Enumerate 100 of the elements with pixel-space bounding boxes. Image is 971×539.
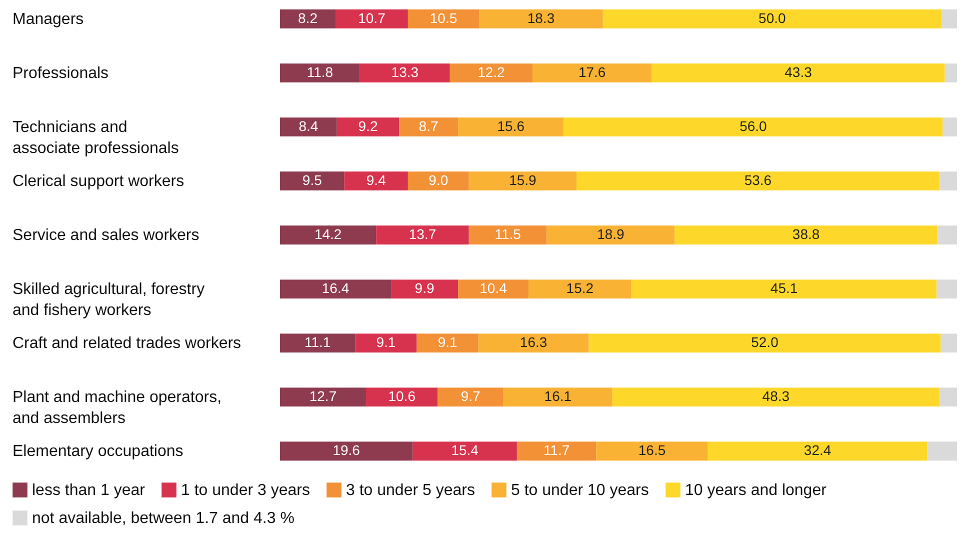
bar: [528, 280, 632, 298]
bar: [336, 117, 400, 136]
data-label: 15.9: [509, 172, 537, 188]
data-label: 9.7: [460, 388, 481, 404]
data-label: 9.5: [302, 172, 322, 188]
bar: [450, 63, 533, 82]
data-label: 11.1: [304, 334, 331, 350]
bar: [458, 280, 528, 298]
legend-label: less than 1 year: [32, 482, 146, 499]
bar: [280, 388, 366, 407]
bar: [360, 63, 450, 82]
bar: [391, 280, 458, 298]
bar: [652, 63, 945, 82]
data-label: 18.9: [597, 226, 625, 242]
data-label: 9.2: [358, 118, 378, 134]
bar: [939, 388, 957, 407]
bar: [416, 334, 478, 353]
bar: [936, 280, 957, 298]
data-label: 11.5: [494, 226, 522, 242]
bar: [516, 442, 596, 461]
legend-label: 10 years and longer: [685, 482, 828, 499]
bar: [937, 226, 957, 244]
y-tick-label: Managers: [12, 10, 84, 28]
bar: [336, 9, 408, 28]
bar: [408, 172, 469, 190]
legend-label: 1 to under 3 years: [181, 482, 310, 499]
data-label: 13.3: [391, 64, 419, 80]
data-label: 10.6: [388, 388, 416, 404]
bar: [408, 9, 480, 28]
bar: [412, 442, 517, 461]
data-label: 16.3: [520, 334, 548, 350]
data-label: 15.2: [566, 280, 594, 296]
bar: [280, 117, 337, 136]
bar: [944, 63, 957, 82]
data-label: 56.0: [740, 118, 768, 134]
bar: [602, 9, 942, 28]
bar: [532, 63, 652, 82]
bar: [438, 388, 504, 407]
bar: [503, 388, 612, 407]
y-tick-label: Technicians and associate professionals: [12, 118, 179, 157]
data-label: 14.2: [314, 226, 342, 242]
data-label: 50.0: [758, 10, 786, 26]
data-label: 12.7: [309, 388, 337, 404]
data-label: 45.1: [770, 280, 798, 296]
bar: [708, 442, 928, 461]
y-tick-label: Elementary occupations: [12, 443, 184, 460]
bar: [479, 9, 603, 28]
data-label: 9.1: [376, 334, 396, 350]
legend-label: 3 to under 5 years: [346, 482, 475, 499]
bar: [344, 172, 408, 190]
data-label: 10.4: [480, 280, 508, 296]
data-label: 15.4: [451, 442, 479, 458]
bar: [942, 117, 957, 136]
bar: [588, 334, 941, 353]
y-tick-label: Plant and machine operators, and assemblers: [12, 389, 222, 428]
bar: [478, 334, 589, 353]
bar: [674, 226, 938, 244]
data-label: 10.7: [358, 10, 386, 26]
bar: [596, 442, 708, 461]
y-tick-label: Service and sales workers: [12, 227, 200, 244]
bar: [546, 226, 675, 244]
data-label: 8.7: [418, 118, 439, 134]
bar: [468, 226, 547, 244]
bar: [612, 388, 940, 407]
bar: [576, 172, 940, 190]
bar: [927, 442, 957, 461]
data-label: 18.3: [527, 10, 555, 26]
data-label: 9.4: [366, 172, 386, 188]
data-label: 11.7: [543, 442, 570, 458]
bar: [941, 9, 957, 28]
data-label: 16.1: [544, 388, 572, 404]
data-label: 11.8: [306, 64, 334, 80]
bar: [355, 334, 417, 353]
y-tick-label: Craft and related trades workers: [12, 335, 242, 352]
data-label: 8.2: [298, 10, 318, 26]
data-label: 48.3: [762, 388, 790, 404]
bar: [458, 117, 564, 136]
data-label: 53.6: [744, 172, 772, 188]
data-label: 32.4: [804, 442, 832, 458]
bar: [280, 280, 392, 298]
bar: [940, 334, 957, 353]
bar: [280, 334, 356, 353]
bar: [564, 117, 943, 136]
bar: [939, 172, 957, 190]
data-label: 17.6: [578, 64, 606, 80]
data-label: 16.4: [322, 280, 350, 296]
bar: [376, 226, 469, 244]
data-label: 13.7: [408, 226, 436, 242]
data-label: 12.2: [478, 64, 506, 80]
data-label: 52.0: [751, 334, 779, 350]
data-label: 15.6: [497, 118, 525, 134]
y-tick-label: Skilled agricultural, forestry and fishery workers: [12, 281, 205, 320]
bar: [280, 442, 413, 461]
data-label: 19.6: [332, 442, 360, 458]
bar: [280, 9, 336, 28]
data-label: 8.4: [298, 118, 318, 134]
data-label: 43.3: [784, 64, 812, 80]
bar: [399, 117, 458, 136]
bar: [280, 172, 344, 190]
data-label: 9.0: [428, 172, 448, 188]
